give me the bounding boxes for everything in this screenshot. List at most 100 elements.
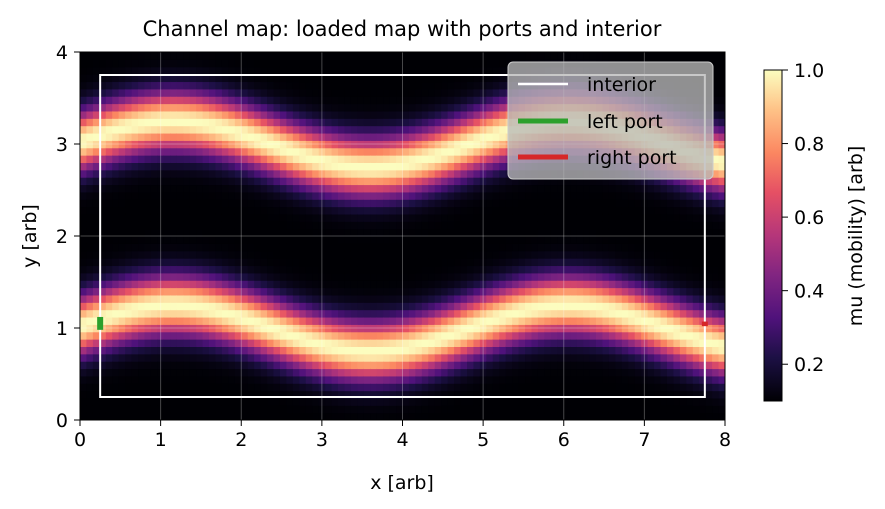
heatmap-cell — [196, 265, 204, 274]
heatmap-cell — [447, 118, 455, 127]
heatmap-cell — [718, 125, 725, 134]
heatmap-cell — [570, 228, 578, 237]
heatmap-cell — [525, 250, 533, 259]
heatmap-cell — [396, 243, 404, 252]
heatmap-cell — [563, 368, 571, 377]
heatmap-cell — [576, 243, 584, 252]
heatmap-cell — [318, 250, 326, 259]
heatmap-cell — [699, 412, 707, 420]
heatmap-cell — [370, 228, 378, 237]
heatmap-cell — [596, 228, 604, 237]
heatmap-cell — [389, 272, 397, 281]
heatmap-cell — [254, 110, 262, 119]
heatmap-cell — [660, 287, 668, 296]
heatmap-cell — [492, 339, 500, 347]
heatmap-cell — [305, 88, 313, 97]
heatmap-cell — [628, 206, 636, 215]
heatmap-cell — [331, 361, 339, 370]
heatmap-cell — [112, 132, 120, 141]
heatmap-cell — [105, 250, 113, 259]
heatmap-cell — [673, 309, 681, 318]
heatmap-cell — [686, 236, 694, 244]
heatmap-cell — [112, 361, 120, 370]
heatmap-cell — [647, 324, 655, 333]
heatmap-cell — [228, 66, 236, 75]
heatmap-cell — [99, 59, 107, 68]
heatmap-cell — [666, 294, 674, 303]
heatmap-cell — [279, 169, 287, 178]
heatmap-cell — [215, 324, 223, 333]
heatmap-cell — [666, 316, 674, 325]
heatmap-cell — [428, 147, 436, 156]
heatmap-cell — [183, 265, 191, 274]
heatmap-cell — [292, 250, 300, 259]
heatmap-cell — [189, 169, 197, 178]
heatmap-cell — [479, 280, 487, 289]
heatmap-cell — [673, 383, 681, 392]
heatmap-cell — [408, 346, 416, 355]
heatmap-cell — [279, 162, 287, 171]
heatmap-cell — [537, 258, 545, 267]
heatmap-cell — [221, 110, 229, 119]
heatmap-cell — [512, 390, 520, 399]
heatmap-cell — [318, 397, 326, 406]
heatmap-cell — [86, 331, 94, 340]
heatmap-cell — [221, 294, 229, 303]
heatmap-cell — [325, 361, 333, 370]
heatmap-cell — [421, 110, 429, 119]
heatmap-cell — [112, 324, 120, 333]
heatmap-cell — [325, 177, 333, 186]
heatmap-cell — [492, 140, 500, 149]
heatmap-cell — [305, 213, 313, 222]
heatmap-cell — [170, 412, 178, 420]
heatmap-cell — [557, 184, 565, 193]
heatmap-cell — [492, 302, 500, 311]
heatmap-cell — [202, 287, 210, 296]
heatmap-cell — [634, 258, 642, 267]
heatmap-cell — [170, 316, 178, 325]
heatmap-cell — [234, 125, 242, 134]
heatmap-cell — [357, 309, 365, 318]
heatmap-cell — [196, 213, 204, 222]
heatmap-cell — [383, 59, 391, 68]
heatmap-cell — [499, 140, 507, 149]
heatmap-cell — [344, 258, 352, 267]
heatmap-cell — [157, 221, 165, 230]
heatmap-cell — [267, 368, 275, 377]
heatmap-cell — [234, 147, 242, 156]
heatmap-cell — [479, 294, 487, 303]
heatmap-cell — [138, 132, 146, 141]
heatmap-cell — [428, 221, 436, 230]
heatmap-cell — [241, 397, 249, 406]
heatmap-cell — [234, 103, 242, 112]
heatmap-cell — [557, 258, 565, 267]
heatmap-cell — [189, 88, 197, 97]
heatmap-cell — [92, 177, 100, 186]
heatmap-cell — [196, 125, 204, 134]
heatmap-cell — [105, 375, 113, 384]
heatmap-cell — [241, 287, 249, 296]
heatmap-cell — [138, 331, 146, 340]
heatmap-cell — [299, 103, 307, 112]
heatmap-cell — [634, 191, 642, 200]
heatmap-cell — [196, 221, 204, 230]
heatmap-cell — [202, 361, 210, 370]
heatmap-cell — [537, 346, 545, 355]
heatmap-cell — [673, 250, 681, 259]
heatmap-cell — [286, 302, 294, 311]
heatmap-cell — [473, 162, 481, 171]
heatmap-cell — [583, 265, 591, 274]
heatmap-cell — [550, 272, 558, 281]
heatmap-cell — [679, 280, 687, 289]
heatmap-cell — [196, 346, 204, 355]
heatmap-cell — [357, 331, 365, 340]
heatmap-cell — [415, 169, 423, 178]
heatmap-cell — [170, 302, 178, 311]
heatmap-cell — [357, 287, 365, 296]
heatmap-cell — [537, 265, 545, 274]
heatmap-cell — [267, 390, 275, 399]
heatmap-cell — [357, 405, 365, 414]
heatmap-cell — [718, 316, 725, 325]
heatmap-cell — [370, 331, 378, 340]
heatmap-cell — [241, 221, 249, 230]
